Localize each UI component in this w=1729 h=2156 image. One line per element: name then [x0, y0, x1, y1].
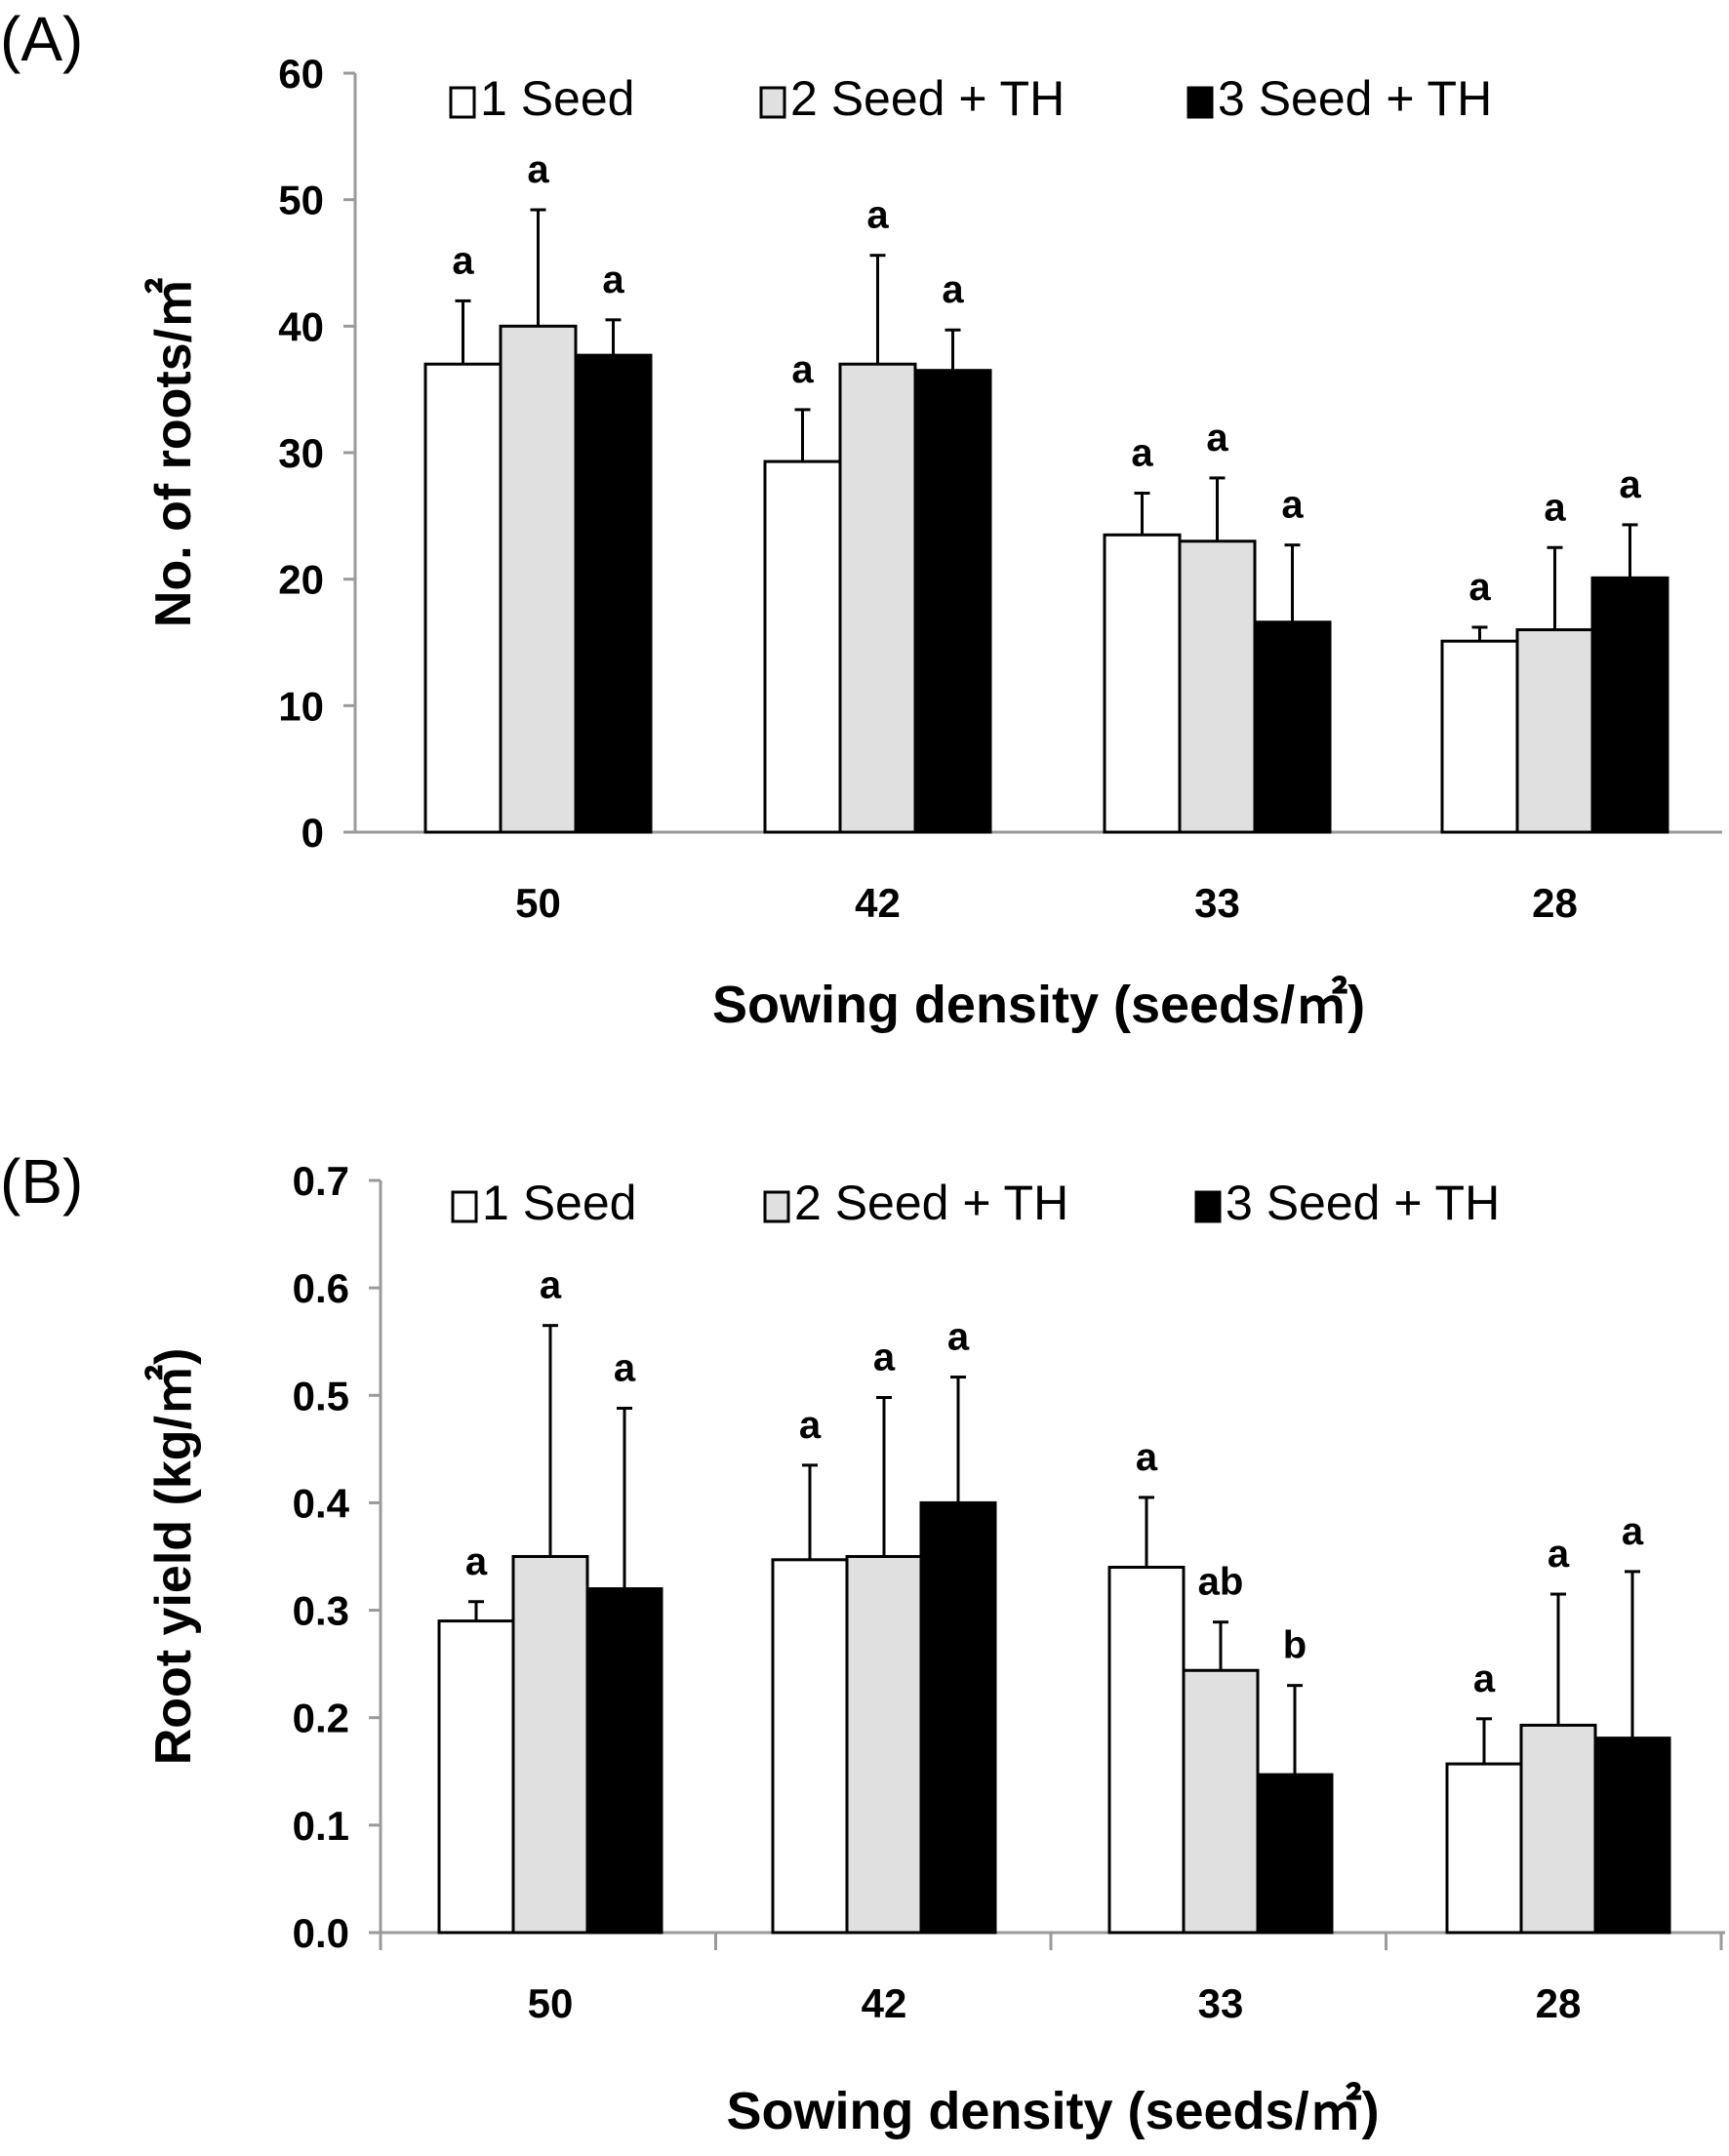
y-tick-label: 0.5: [293, 1373, 349, 1418]
bar: [845, 1555, 923, 1935]
significance-letter: a: [527, 148, 549, 191]
y-tick-label: 40: [278, 303, 324, 349]
legend-swatch: [1186, 86, 1214, 119]
y-tick-label: 0.6: [293, 1265, 349, 1311]
bar: [1178, 539, 1257, 834]
significance-letter: a: [540, 1264, 562, 1307]
bar: [1593, 1737, 1671, 1935]
significance-letter: a: [791, 348, 814, 391]
bar: [913, 369, 992, 834]
significance-letter: a: [1544, 486, 1566, 529]
x-axis-label: Sowing density (seeds/㎡): [726, 2081, 1379, 2140]
y-axis-label: Root yield (kg/㎡): [144, 1348, 202, 1766]
significance-letter: a: [1468, 566, 1491, 609]
significance-letter: a: [1622, 1510, 1644, 1553]
bar: [919, 1500, 997, 1935]
x-tick-label: 28: [1536, 1980, 1582, 2026]
bar: [423, 362, 503, 834]
y-tick-label: 0.3: [293, 1588, 349, 1634]
legend-swatch: [759, 86, 786, 119]
significance-letter: ab: [1198, 1561, 1244, 1604]
y-axis-label: No. of roots/㎡: [144, 278, 202, 627]
y-tick-label: 0: [302, 810, 324, 856]
x-axis-label: Sowing density (seeds/㎡): [712, 975, 1365, 1034]
chart-panel-b: (B) 0.0 0.1 0.2 0.3 0.4 0.5 0.6 0.7 Root yield (k…: [0, 1146, 1725, 2140]
significance-letter: a: [1131, 431, 1153, 474]
bar: [1182, 1668, 1260, 1935]
significance-letter: a: [1548, 1533, 1570, 1576]
y-tick-label: 50: [278, 178, 324, 223]
x-tick-label: 33: [1198, 1980, 1244, 2026]
significance-letter: a: [866, 194, 889, 237]
y-tick-label: 10: [278, 683, 324, 729]
significance-letter: a: [947, 1316, 970, 1359]
chart-panel-a: (A) 0 10 20 30 40 50 60 No. of roots/㎡ Sowing den…: [0, 4, 1722, 1034]
legend-swatch: [1194, 1190, 1222, 1223]
bar: [574, 353, 653, 834]
significance-letter: a: [602, 259, 624, 301]
legend-label: 2 Seed + TH: [794, 1176, 1068, 1230]
bar: [1256, 1773, 1334, 1935]
bar: [585, 1587, 663, 1935]
significance-letter: a: [942, 268, 964, 311]
legend-label: 1 Seed: [482, 1176, 636, 1230]
y-tick-label: 0.0: [293, 1910, 349, 1956]
significance-letter: a: [614, 1347, 636, 1390]
significance-letter: a: [1136, 1436, 1158, 1479]
significance-letter: a: [452, 239, 474, 282]
x-tick-label: 50: [528, 1980, 574, 2026]
panel-label: (B): [0, 1146, 83, 1217]
significance-letter: a: [1619, 463, 1641, 506]
bar: [1107, 1566, 1186, 1935]
bar: [1590, 576, 1669, 834]
bar: [1103, 533, 1182, 834]
y-tick-label: 20: [278, 557, 324, 603]
legend-label: 2 Seed + TH: [790, 71, 1065, 126]
bar: [1253, 620, 1332, 834]
y-tick-label: 0.7: [293, 1158, 349, 1204]
significance-letter: a: [799, 1404, 822, 1447]
bar: [499, 324, 578, 834]
bar: [771, 1558, 849, 1935]
x-tick-label: 28: [1532, 880, 1578, 926]
bar: [1440, 639, 1519, 834]
x-tick-label: 42: [855, 880, 901, 926]
legend-swatch: [451, 1190, 478, 1223]
significance-letter: a: [465, 1540, 488, 1583]
bar: [838, 362, 917, 834]
y-tick-label: 0.2: [293, 1696, 349, 1741]
bar: [511, 1555, 589, 1935]
significance-letter: b: [1283, 1624, 1307, 1667]
bar: [1519, 1723, 1597, 1935]
legend-label: 3 Seed + TH: [1226, 1176, 1500, 1230]
legend-swatch: [763, 1190, 790, 1223]
significance-letter: a: [1206, 417, 1228, 459]
y-tick-label: 60: [278, 51, 324, 97]
legend-swatch: [449, 86, 476, 119]
significance-letter: a: [1281, 484, 1304, 527]
significance-letter: a: [1473, 1657, 1496, 1700]
bar: [437, 1619, 515, 1935]
significance-letter: a: [873, 1336, 896, 1378]
legend-label: 1 Seed: [480, 71, 634, 126]
y-tick-label: 0.4: [293, 1480, 350, 1526]
y-tick-label: 30: [278, 430, 324, 476]
x-tick-label: 33: [1194, 880, 1240, 926]
legend-label: 3 Seed + TH: [1218, 71, 1492, 126]
y-tick-label: 0.1: [293, 1803, 349, 1849]
x-tick-label: 50: [515, 880, 561, 926]
x-tick-label: 42: [862, 1980, 907, 2026]
bar: [763, 459, 842, 834]
bar: [1445, 1762, 1523, 1935]
bar: [1515, 628, 1594, 834]
panel-label: (A): [0, 4, 83, 74]
